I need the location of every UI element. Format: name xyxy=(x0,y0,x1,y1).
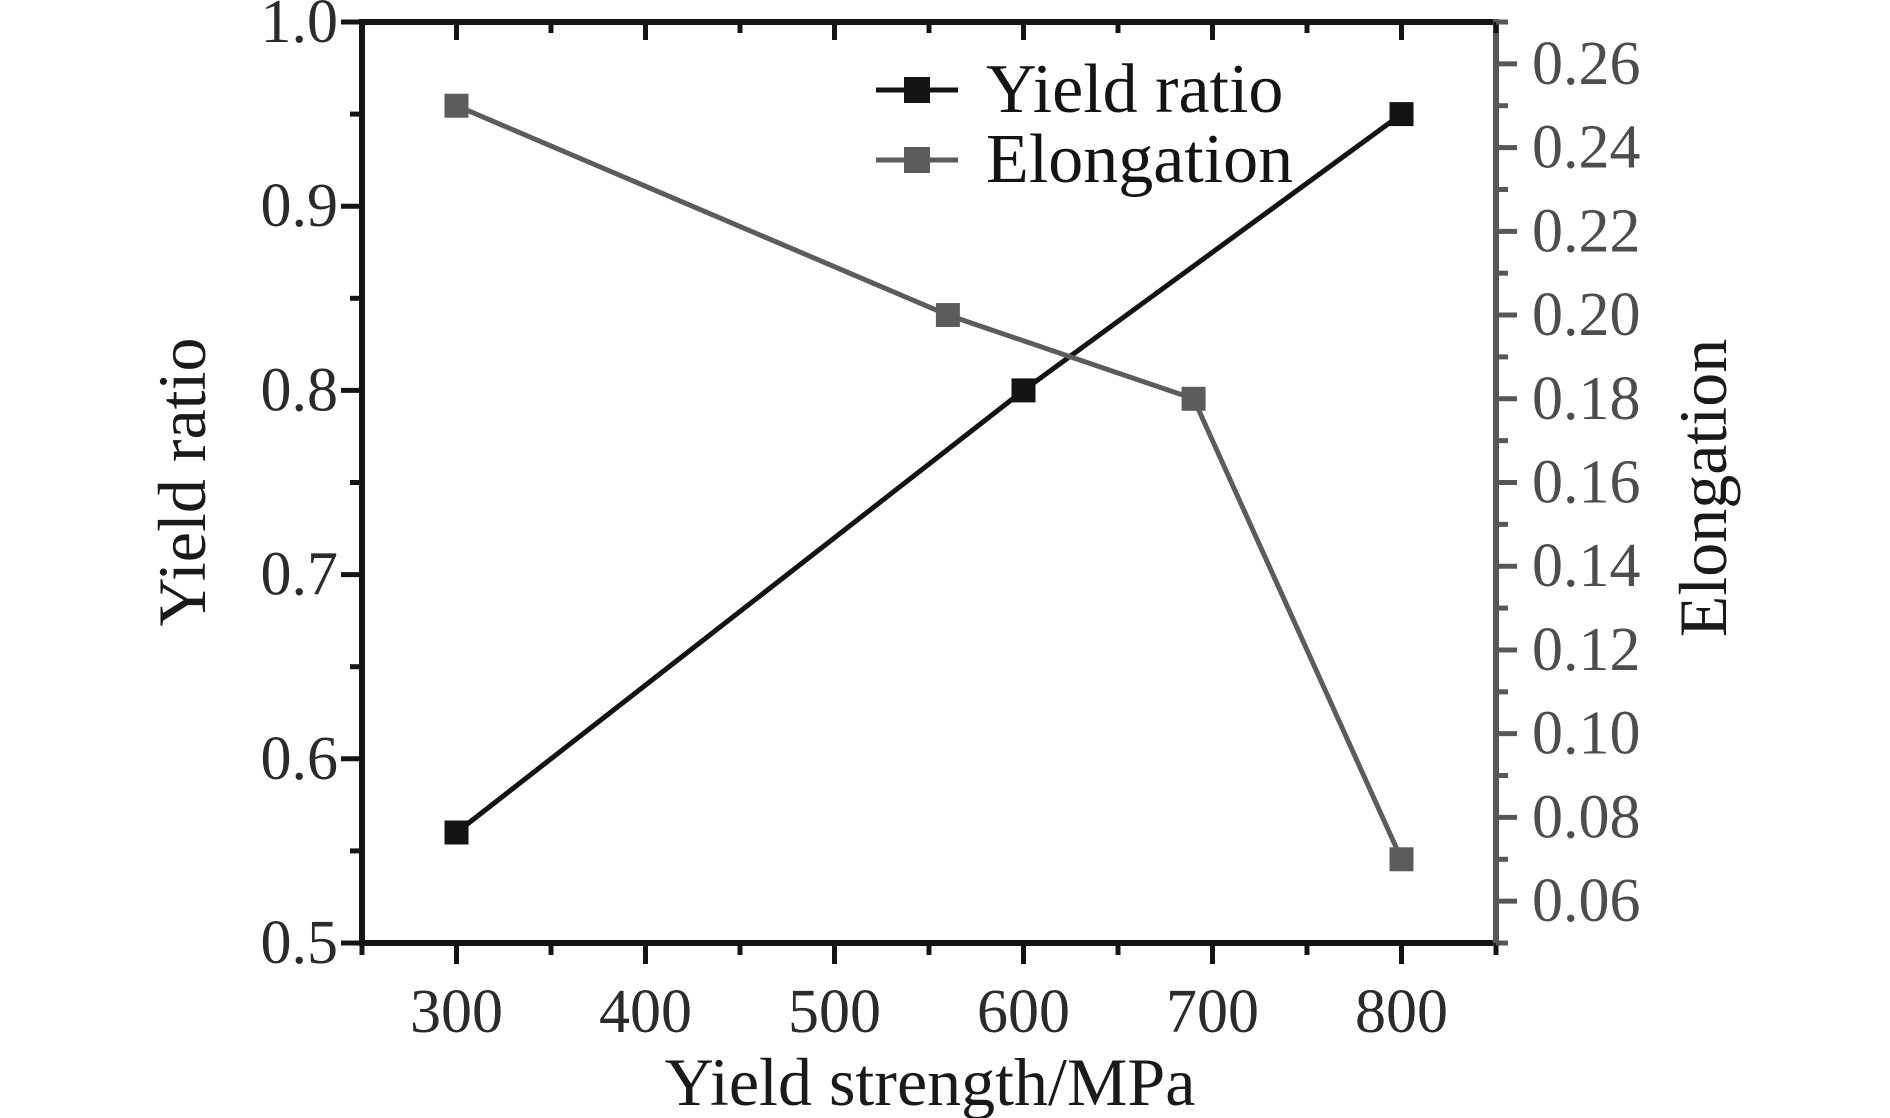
yield-ratio-legend-square xyxy=(904,77,930,103)
y-right-tick-label: 0.06 xyxy=(1532,867,1641,935)
legend-item-yield-ratio: Yield ratio xyxy=(876,51,1293,128)
x-axis-label: Yield strength/MPa xyxy=(664,1044,1196,1118)
series-point-yield-ratio xyxy=(1389,102,1414,127)
y-left-tick-label: 1.0 xyxy=(261,0,339,56)
legend-label-elongation: Elongation xyxy=(986,121,1294,198)
elongation-marker-icon xyxy=(876,146,958,174)
yield-ratio-marker-icon xyxy=(876,76,958,104)
y-right-tick-label: 0.08 xyxy=(1532,783,1641,851)
y-right-tick-label: 0.20 xyxy=(1532,281,1641,349)
y-left-tick-label: 0.9 xyxy=(261,172,339,240)
y-right-tick-label: 0.18 xyxy=(1532,365,1641,433)
series-point-elongation xyxy=(935,303,960,328)
x-tick-label: 300 xyxy=(410,978,503,1046)
y-right-tick-label: 0.12 xyxy=(1532,616,1641,684)
series-point-elongation xyxy=(444,93,469,118)
elongation-legend-square xyxy=(904,147,930,173)
y-left-tick-label: 0.6 xyxy=(261,725,339,793)
y-right-tick-label: 0.22 xyxy=(1532,197,1641,265)
legend-label-yield-ratio: Yield ratio xyxy=(986,51,1284,128)
y-right-tick-label: 0.24 xyxy=(1532,114,1641,182)
y-right-tick-label: 0.16 xyxy=(1532,449,1641,517)
x-tick-label: 600 xyxy=(977,978,1070,1046)
y-left-tick-label: 0.5 xyxy=(261,909,339,977)
series-point-elongation xyxy=(1181,386,1206,411)
series-point-yield-ratio xyxy=(444,820,469,845)
y-left-tick-label: 0.8 xyxy=(261,356,339,424)
x-tick-label: 800 xyxy=(1355,978,1448,1046)
x-tick-label: 400 xyxy=(599,978,692,1046)
series-line-yield-ratio xyxy=(454,112,1403,835)
legend-item-elongation: Elongation xyxy=(876,121,1294,198)
series-point-elongation xyxy=(1389,847,1414,872)
x-tick-label: 500 xyxy=(788,978,881,1046)
legend: Yield ratio Elongation xyxy=(876,51,1294,198)
y-right-tick-label: 0.14 xyxy=(1532,532,1641,600)
series-line-elongation xyxy=(455,103,1404,861)
x-tick-label: 700 xyxy=(1166,978,1259,1046)
y-right-tick-label: 0.26 xyxy=(1532,30,1641,98)
y-left-tick-label: 0.7 xyxy=(261,541,339,609)
y-axis-label-right: Elongation xyxy=(1665,338,1741,638)
series-point-yield-ratio xyxy=(1011,378,1036,403)
y-right-tick-label: 0.10 xyxy=(1532,700,1641,768)
y-axis-label-left: Yield ratio xyxy=(144,337,220,627)
